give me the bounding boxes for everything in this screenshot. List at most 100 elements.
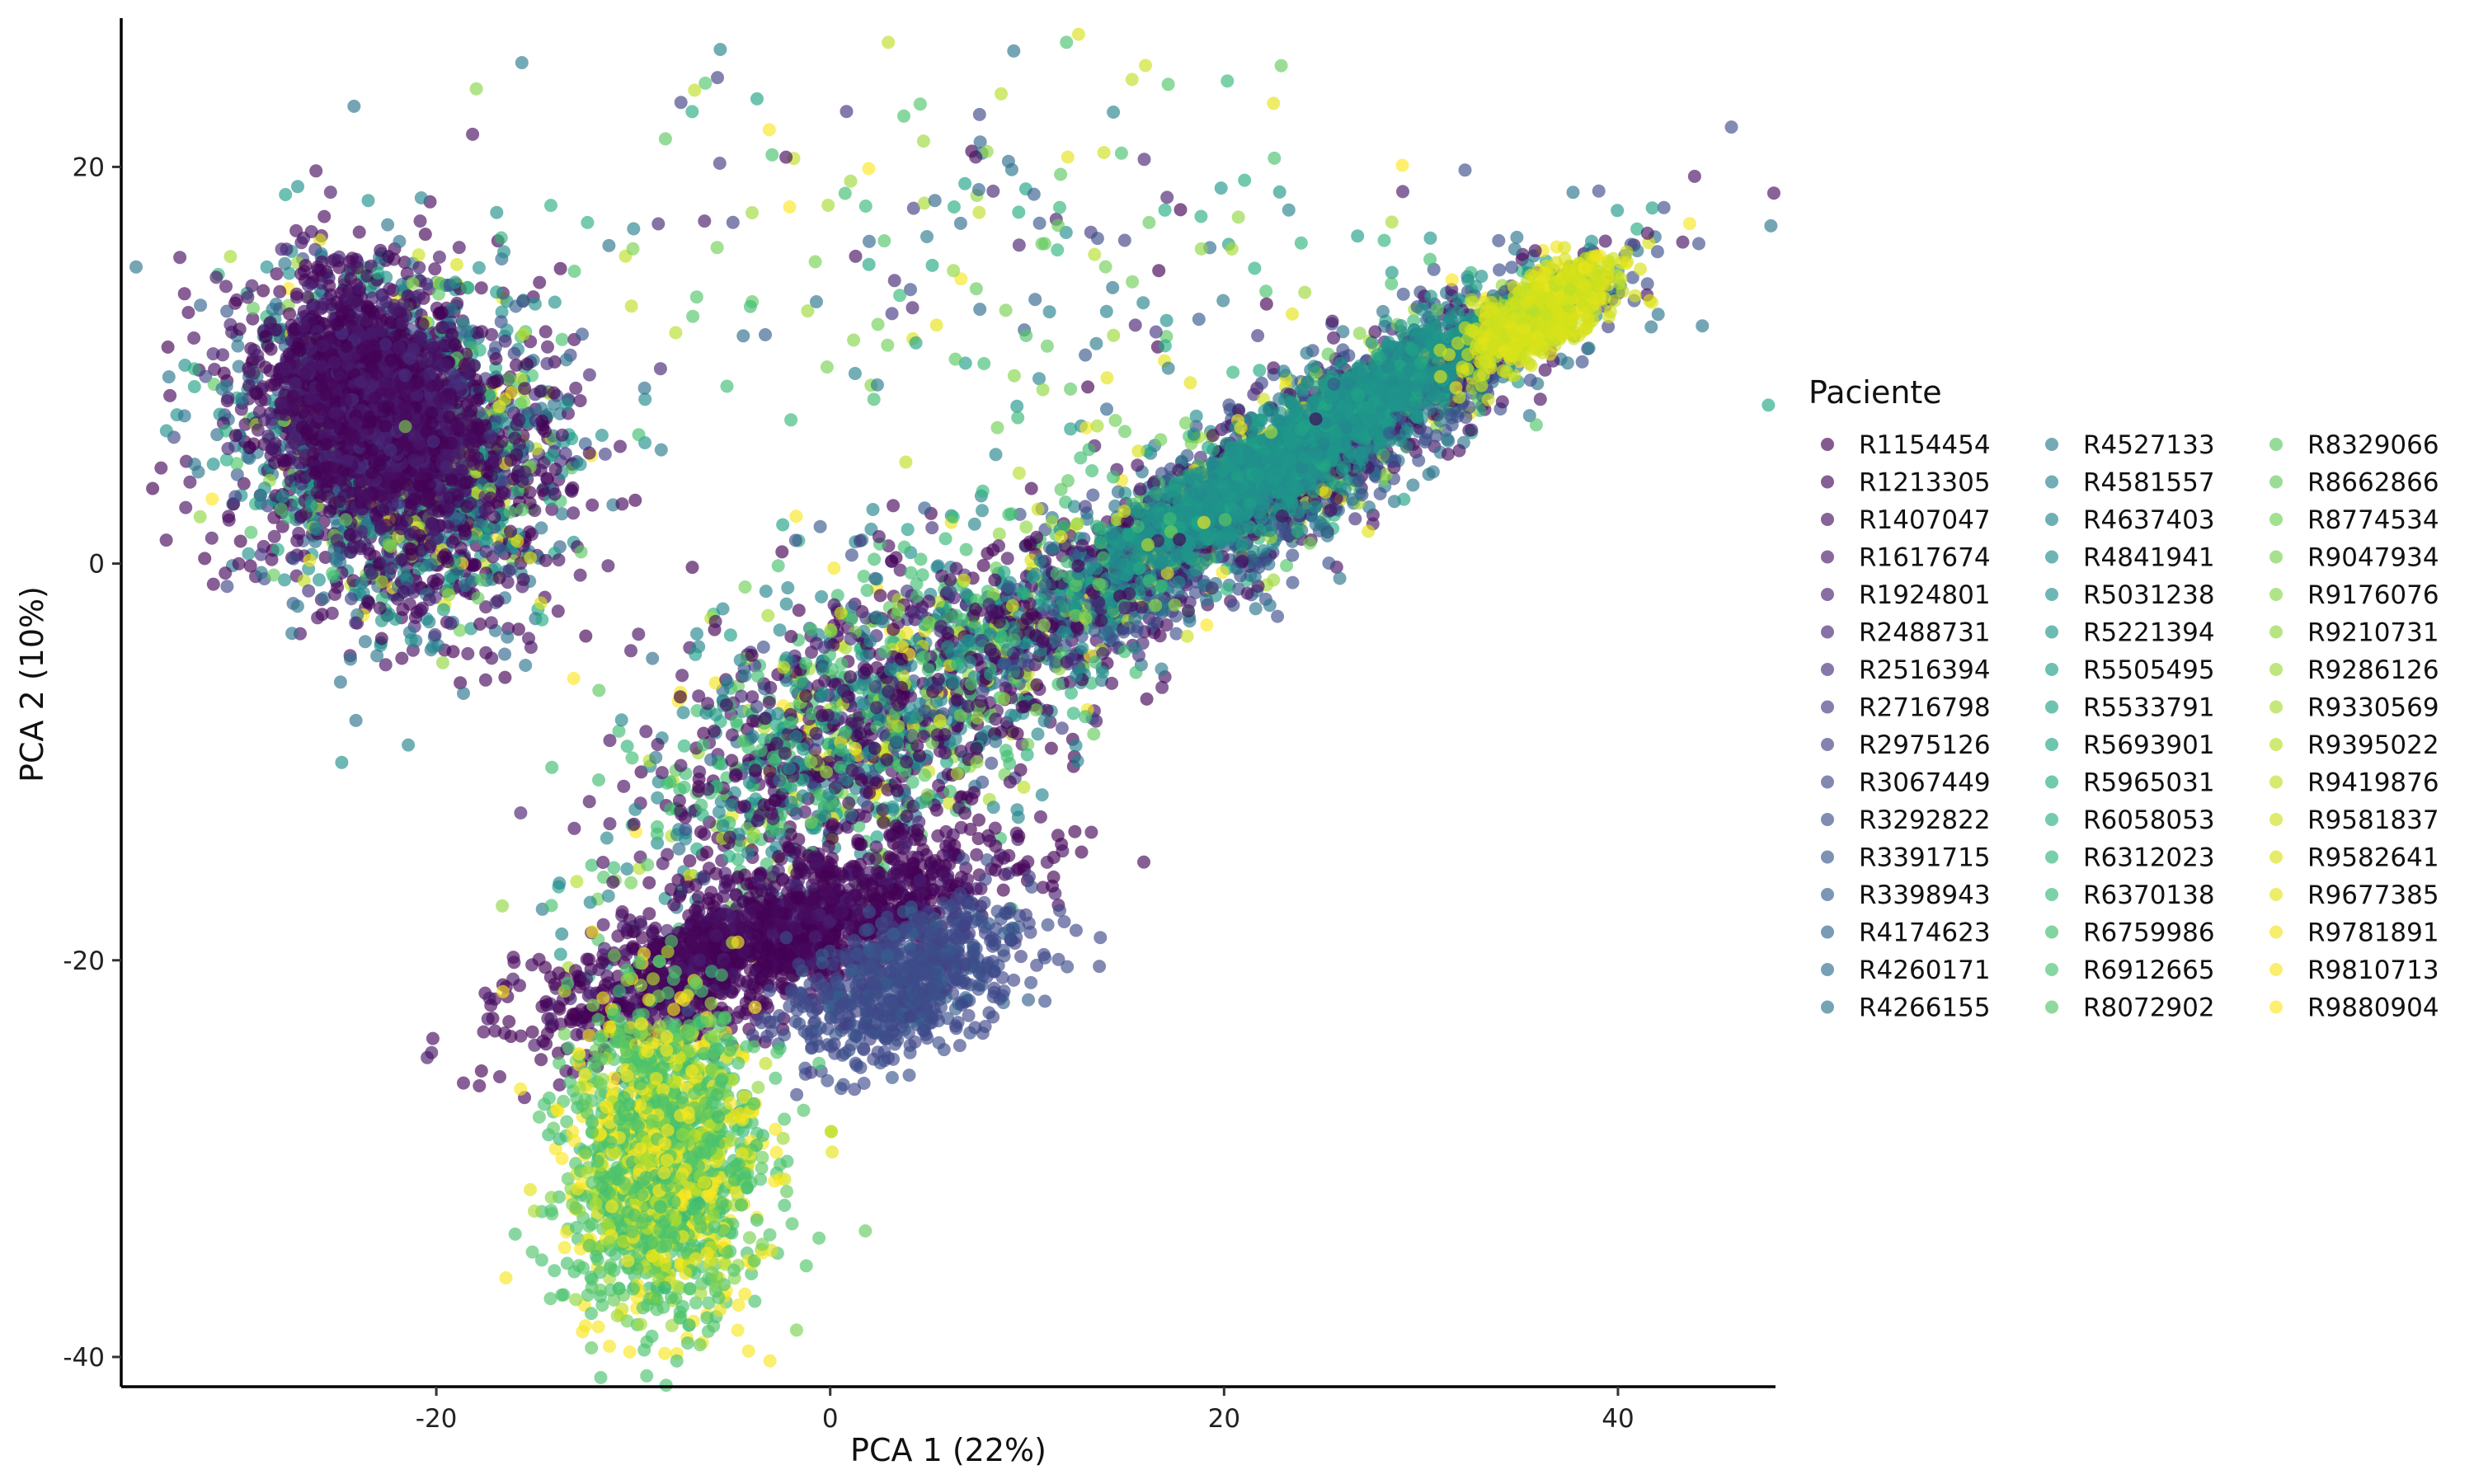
scatter-point: [309, 523, 323, 537]
scatter-point: [351, 325, 365, 339]
scatter-point: [555, 332, 569, 346]
scatter-point: [369, 368, 383, 382]
scatter-point: [369, 350, 383, 364]
scatter-point: [384, 561, 398, 575]
scatter-point: [355, 488, 369, 502]
scatter-point: [407, 342, 421, 356]
scatter-point: [393, 234, 407, 248]
scatter-point: [479, 600, 493, 614]
scatter-point: [242, 378, 256, 392]
scatter-point: [290, 599, 304, 613]
scatter-point: [388, 480, 402, 494]
scatter-point: [448, 338, 462, 352]
scatter-point: [435, 655, 449, 669]
scatter-point: [313, 402, 327, 416]
scatter-point: [555, 428, 569, 442]
scatter-point: [536, 483, 550, 497]
scatter-point: [450, 420, 464, 434]
scatter-point: [548, 487, 562, 501]
scatter-point: [352, 225, 366, 239]
scatter-point: [322, 490, 335, 504]
scatter-point: [426, 640, 440, 654]
scatter-point: [402, 738, 416, 752]
scatter-point: [233, 534, 247, 548]
scatter-point: [298, 367, 312, 381]
scatter-point: [388, 303, 402, 317]
scatter-point: [573, 458, 587, 472]
scatter-point: [533, 275, 547, 289]
scatter-point: [270, 373, 284, 387]
scatter-point: [323, 186, 337, 200]
scatter-point: [1322, 556, 1336, 570]
scatter-point: [483, 429, 497, 443]
scatter-point: [379, 431, 393, 445]
scatter-point: [361, 194, 375, 208]
scatter-point: [309, 164, 323, 178]
scatter-point: [524, 551, 538, 565]
scatter-point: [306, 455, 320, 469]
scatter-point: [274, 396, 288, 410]
scatter-point: [370, 649, 384, 663]
scatter-point: [534, 402, 548, 416]
scatter-point: [473, 618, 487, 631]
scatter-point: [422, 615, 436, 629]
scatter-point: [219, 279, 233, 294]
scatter-point: [206, 458, 220, 471]
scatter-point: [463, 448, 477, 463]
scatter-point: [219, 566, 233, 580]
scatter-point: [355, 342, 369, 356]
scatter-point: [443, 491, 457, 505]
scatter-point: [341, 358, 355, 372]
scatter-point: [394, 553, 408, 566]
scatter-point: [267, 568, 280, 582]
scatter-point: [446, 645, 460, 659]
scatter-point: [279, 362, 293, 376]
scatter-point: [259, 330, 273, 343]
scatter-point: [216, 348, 229, 362]
scatter-point: [365, 566, 379, 580]
scatter-point: [520, 357, 534, 371]
scatter-point: [535, 414, 549, 428]
scatter-point: [205, 492, 219, 506]
scatter-point: [462, 357, 476, 370]
scatter-point: [279, 408, 293, 421]
scatter-point: [416, 317, 430, 331]
scatter-point: [349, 616, 363, 630]
scatter-point: [316, 339, 330, 353]
scatter-point: [547, 386, 561, 400]
scatter-point: [238, 417, 252, 431]
scatter-point: [601, 559, 615, 573]
scatter-point: [567, 506, 581, 520]
scatter-point: [266, 441, 280, 455]
scatter-point: [555, 507, 569, 521]
scatter-point: [1687, 169, 1701, 183]
scatter-point: [260, 260, 274, 274]
scatter-point: [295, 420, 309, 434]
scatter-point: [374, 489, 388, 503]
scatter-point: [598, 447, 612, 461]
scatter-point: [460, 280, 474, 294]
scatter-point: [267, 529, 281, 543]
scatter-point: [502, 372, 516, 386]
scatter-point: [129, 260, 143, 274]
scatter-point: [361, 594, 375, 608]
scatter-point: [232, 556, 246, 571]
scatter-point: [283, 307, 297, 321]
scatter-point: [501, 630, 515, 644]
scatter-point: [383, 282, 397, 296]
scatter-point: [1200, 618, 1214, 632]
scatter-point: [496, 486, 510, 500]
scatter-point: [582, 446, 596, 460]
scatter-point: [162, 370, 176, 384]
scatter-point: [498, 334, 512, 348]
scatter-point: [381, 400, 395, 414]
scatter-point: [494, 231, 508, 245]
scatter-point: [253, 488, 267, 502]
scatter-point: [177, 409, 191, 423]
scatter-point: [595, 429, 609, 442]
scatter-point: [206, 577, 220, 591]
scatter-point: [242, 547, 256, 561]
scatter-point: [392, 496, 406, 510]
scatter-point: [297, 319, 311, 333]
scatter-point: [393, 340, 406, 355]
